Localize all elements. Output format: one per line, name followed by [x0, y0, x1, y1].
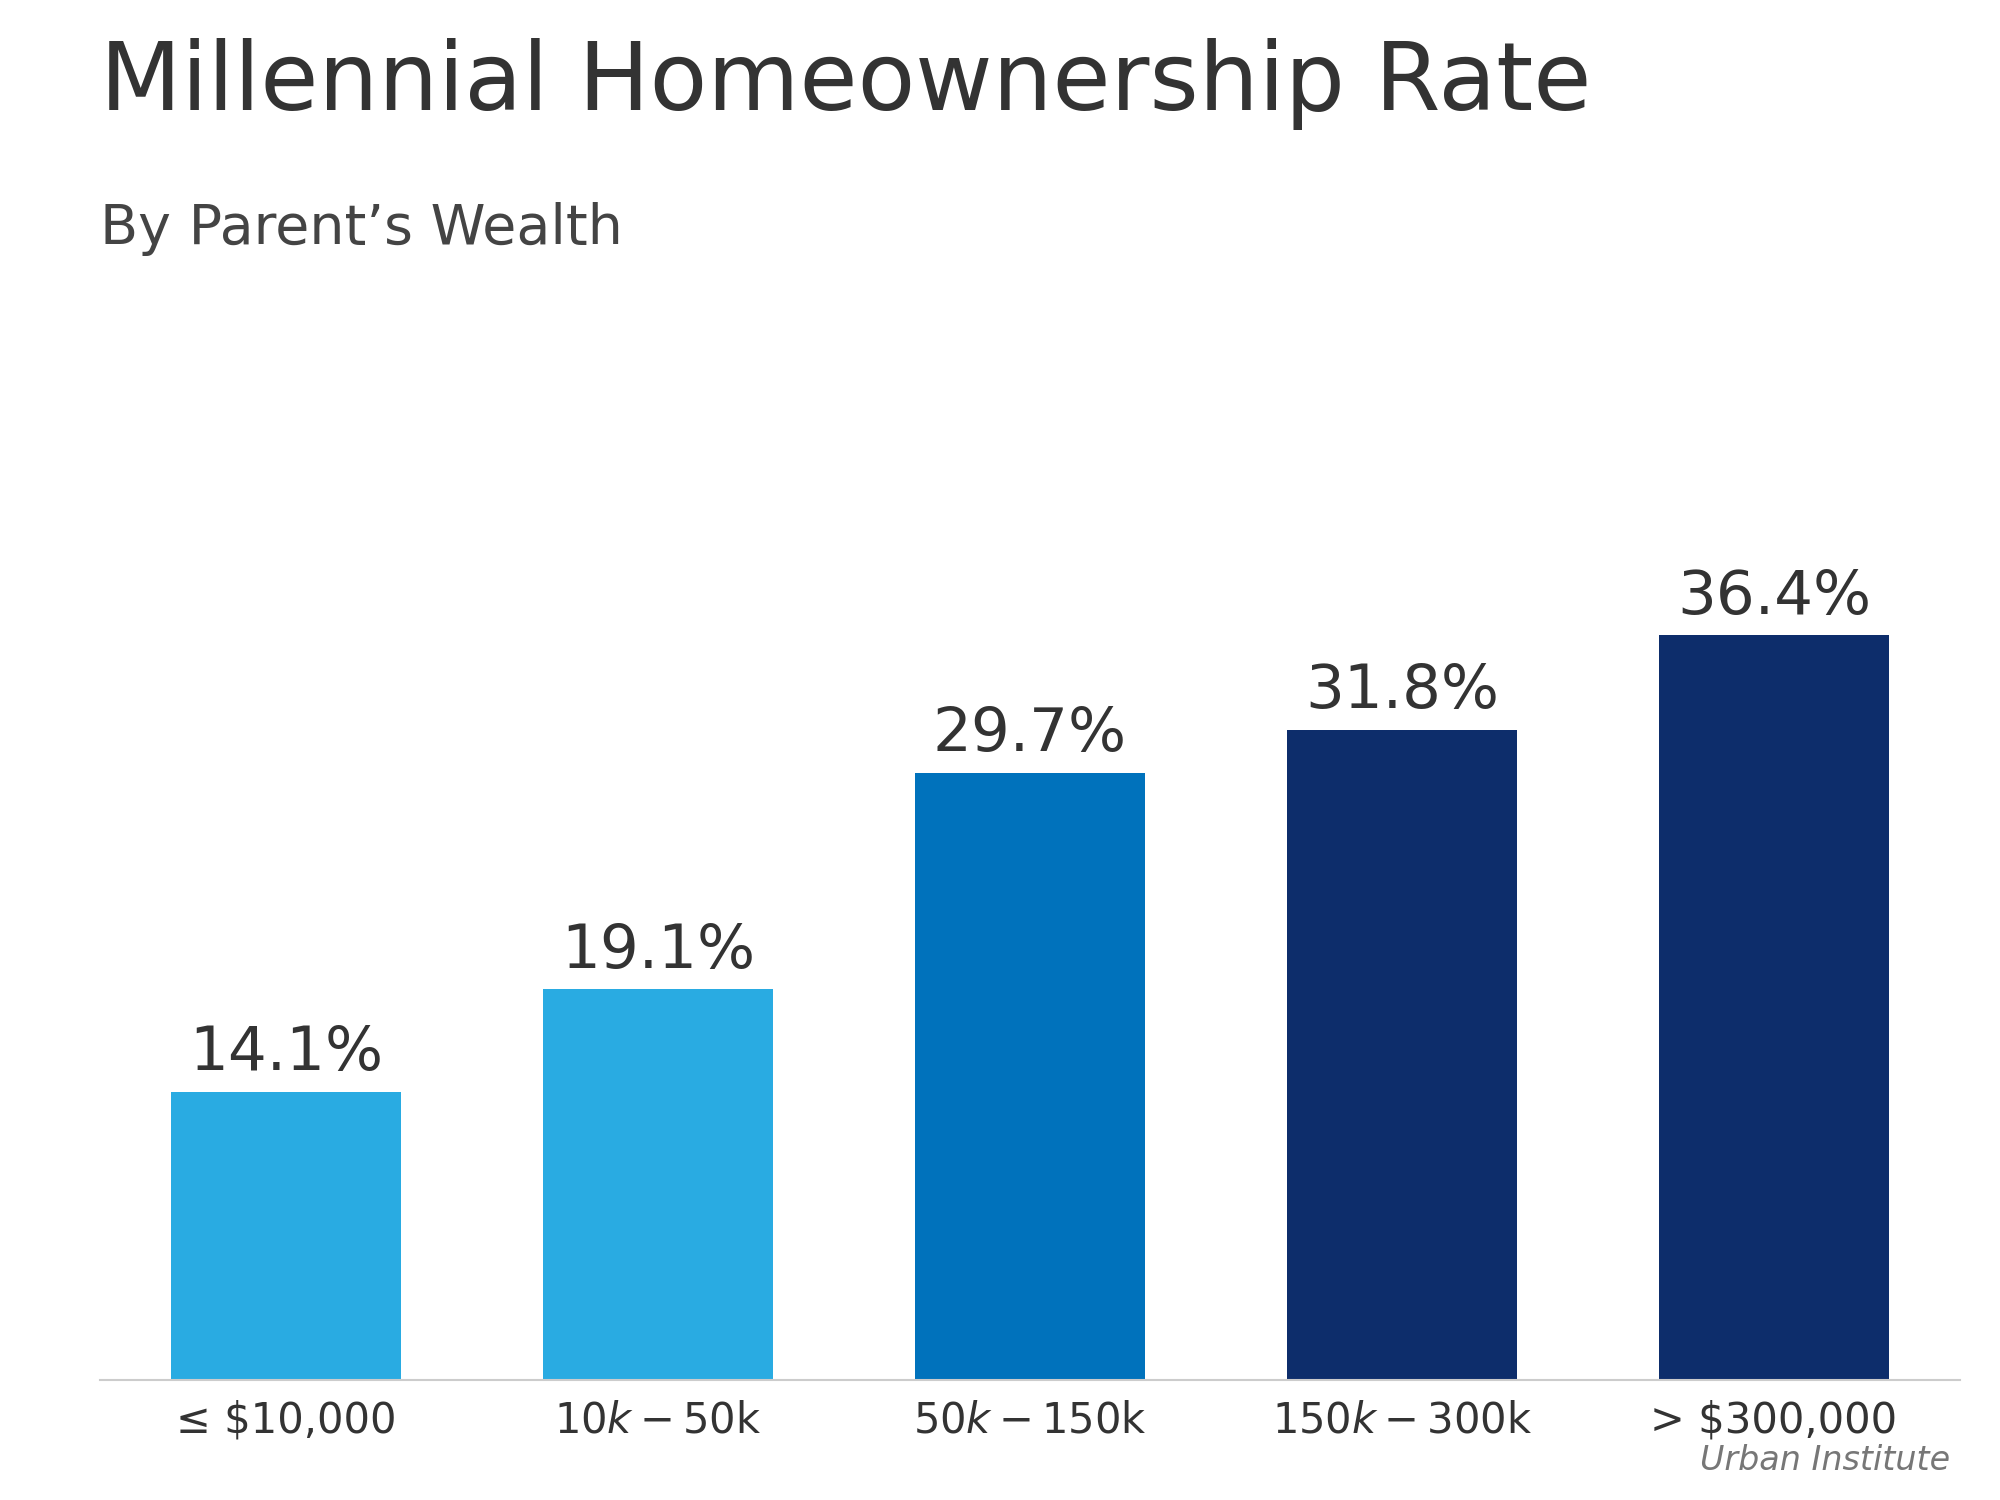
Bar	[1286, 729, 1518, 1380]
Bar	[170, 1092, 402, 1380]
Text: 31.8%: 31.8%	[1306, 663, 1500, 722]
Text: 29.7%: 29.7%	[932, 705, 1128, 765]
Text: Millennial Homeownership Rate: Millennial Homeownership Rate	[100, 38, 1592, 129]
Bar	[542, 990, 774, 1380]
Text: 36.4%: 36.4%	[1676, 568, 1872, 627]
Text: By Parent’s Wealth: By Parent’s Wealth	[100, 202, 622, 256]
Text: 14.1%: 14.1%	[188, 1024, 384, 1083]
Text: Urban Institute: Urban Institute	[1700, 1444, 1950, 1478]
Text: 19.1%: 19.1%	[560, 922, 756, 981]
Bar	[914, 772, 1146, 1380]
Bar	[1658, 636, 1890, 1380]
